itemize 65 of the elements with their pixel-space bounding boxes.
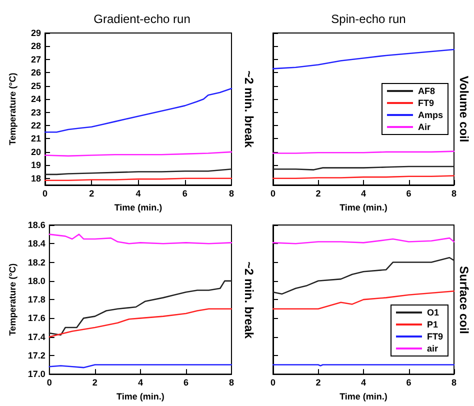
x-tick-label: 4 [138,378,143,388]
y-tick-label: 17.4 [28,332,46,342]
y-tick-label: 17.8 [28,294,46,305]
x-tick-label: 2 [89,188,94,198]
y-tick-label: 18 [30,173,41,184]
x-tick-label: 6 [182,188,188,198]
text: Volume coil [457,76,471,142]
x-tick-label: 8 [451,188,457,198]
x-tick-label: 8 [451,378,457,388]
y-tick-label: 24 [30,94,41,104]
x-axis-title: Time (min.) [340,392,388,402]
x-tick-label: 4 [360,378,366,388]
x-axis-title: Time (min.) [116,392,164,402]
y-tick-label: 26 [30,68,41,78]
y-axis-title: Temperature (°C) [8,72,18,146]
y-tick-label: 27 [30,54,41,64]
x-tick-label: 8 [228,378,234,388]
text: Surface coil [457,266,471,334]
y-tick-label: 20 [30,146,41,157]
line-series [48,280,232,336]
legend-label: P1 [427,320,438,330]
x-tick-label: 2 [316,378,321,388]
y-tick-label: 18.0 [28,276,46,286]
y-tick-label: 28 [30,41,41,52]
text: ~2 min. break [242,261,256,339]
y-tick-label: 19 [30,160,41,170]
y-tick-label: 29 [30,28,41,38]
x-tick-label: 0 [270,188,276,198]
line-series [48,308,232,338]
legend-label: AF8 [418,86,436,96]
y-tick-label: 25 [30,80,41,91]
x-tick-label: 4 [136,188,141,198]
y-tick-label: 21 [30,134,41,144]
x-tick-label: 0 [46,378,52,388]
x-tick-label: 6 [183,378,188,388]
x-tick-label: 6 [406,188,412,198]
chart-title: Spin-echo run [331,12,406,26]
x-tick-label: 8 [228,188,234,198]
x-axis-title: Time (min.) [114,202,162,212]
x-tick-label: 0 [42,188,48,198]
y-tick-label: 23 [30,107,41,118]
legend-label: Amps [418,110,444,120]
legend-label: air [427,344,439,354]
y-tick-label: 18.4 [28,238,46,249]
legend-label: FT9 [418,98,434,108]
legend-label: O1 [427,308,440,318]
legend-label: FT9 [427,332,444,342]
x-tick-label: 2 [92,378,98,388]
x-tick-label: 6 [406,378,412,388]
x-tick-label: 4 [360,188,366,198]
y-tick-label: 18.2 [28,257,46,268]
x-tick-label: 0 [270,378,276,388]
line-series [48,234,232,244]
text: ~2 min. break [242,70,256,148]
x-axis-title: Time (min.) [340,202,388,212]
legend-label: Air [418,122,431,132]
y-tick-label: 17.6 [28,313,46,324]
y-tick-label: 17.0 [28,369,46,380]
y-tick-label: 17.2 [28,350,46,360]
y-axis-title: Temperature (°C) [8,263,18,336]
line-series [44,88,232,133]
chart-title: Gradient-echo run [94,12,190,26]
y-tick-label: 18.6 [28,220,46,230]
y-tick-label: 22 [30,120,41,131]
x-tick-label: 2 [316,188,321,198]
